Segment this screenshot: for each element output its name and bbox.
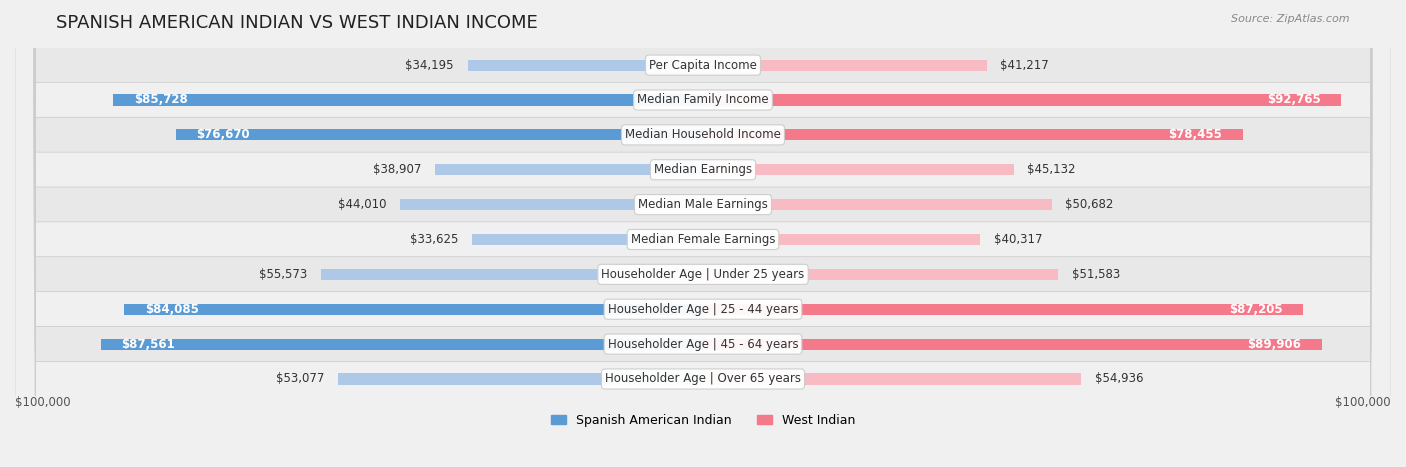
FancyBboxPatch shape	[15, 0, 1391, 467]
Bar	[471, 234, 703, 245]
Legend: Spanish American Indian, West Indian: Spanish American Indian, West Indian	[546, 409, 860, 432]
Text: $92,765: $92,765	[1267, 93, 1320, 106]
Text: Source: ZipAtlas.com: Source: ZipAtlas.com	[1232, 14, 1350, 24]
Bar	[703, 60, 987, 71]
Text: $51,583: $51,583	[1071, 268, 1121, 281]
FancyBboxPatch shape	[15, 0, 1391, 467]
Bar	[703, 374, 1081, 384]
Text: $44,010: $44,010	[337, 198, 387, 211]
Text: $76,670: $76,670	[197, 128, 250, 142]
Text: $34,195: $34,195	[405, 59, 454, 71]
Bar	[176, 129, 703, 141]
Bar	[703, 129, 1243, 141]
Bar	[703, 304, 1303, 315]
Text: $100,000: $100,000	[15, 396, 70, 410]
Bar	[703, 269, 1057, 280]
Bar	[101, 339, 703, 350]
FancyBboxPatch shape	[15, 0, 1391, 467]
Text: Median Male Earnings: Median Male Earnings	[638, 198, 768, 211]
Text: Median Family Income: Median Family Income	[637, 93, 769, 106]
Text: Householder Age | 45 - 64 years: Householder Age | 45 - 64 years	[607, 338, 799, 351]
FancyBboxPatch shape	[15, 0, 1391, 467]
FancyBboxPatch shape	[15, 0, 1391, 467]
Text: Householder Age | 25 - 44 years: Householder Age | 25 - 44 years	[607, 303, 799, 316]
Text: $50,682: $50,682	[1066, 198, 1114, 211]
Text: $55,573: $55,573	[259, 268, 307, 281]
FancyBboxPatch shape	[15, 0, 1391, 467]
Text: Per Capita Income: Per Capita Income	[650, 59, 756, 71]
Bar	[125, 304, 703, 315]
Text: $40,317: $40,317	[994, 233, 1043, 246]
Text: Median Female Earnings: Median Female Earnings	[631, 233, 775, 246]
Text: $87,561: $87,561	[121, 338, 174, 351]
Text: Median Earnings: Median Earnings	[654, 163, 752, 176]
Text: $100,000: $100,000	[1336, 396, 1391, 410]
Text: $89,906: $89,906	[1247, 338, 1301, 351]
Text: $78,455: $78,455	[1168, 128, 1222, 142]
Text: $54,936: $54,936	[1095, 373, 1143, 385]
Text: $38,907: $38,907	[373, 163, 422, 176]
Text: $85,728: $85,728	[134, 93, 187, 106]
Text: $53,077: $53,077	[276, 373, 323, 385]
Text: Householder Age | Over 65 years: Householder Age | Over 65 years	[605, 373, 801, 385]
Text: $45,132: $45,132	[1028, 163, 1076, 176]
FancyBboxPatch shape	[15, 0, 1391, 467]
Bar	[703, 199, 1052, 210]
Text: $33,625: $33,625	[409, 233, 458, 246]
Text: Householder Age | Under 25 years: Householder Age | Under 25 years	[602, 268, 804, 281]
Text: SPANISH AMERICAN INDIAN VS WEST INDIAN INCOME: SPANISH AMERICAN INDIAN VS WEST INDIAN I…	[56, 14, 538, 32]
Text: $87,205: $87,205	[1229, 303, 1282, 316]
Bar	[114, 94, 703, 106]
Text: Median Household Income: Median Household Income	[626, 128, 780, 142]
Text: $41,217: $41,217	[1000, 59, 1049, 71]
FancyBboxPatch shape	[15, 0, 1391, 467]
Bar	[468, 60, 703, 71]
FancyBboxPatch shape	[15, 0, 1391, 467]
Bar	[436, 164, 703, 175]
Bar	[321, 269, 703, 280]
Bar	[703, 94, 1341, 106]
Bar	[703, 339, 1322, 350]
Text: $84,085: $84,085	[145, 303, 200, 316]
Bar	[703, 234, 980, 245]
FancyBboxPatch shape	[15, 0, 1391, 467]
Bar	[703, 164, 1014, 175]
Bar	[337, 374, 703, 384]
Bar	[401, 199, 703, 210]
